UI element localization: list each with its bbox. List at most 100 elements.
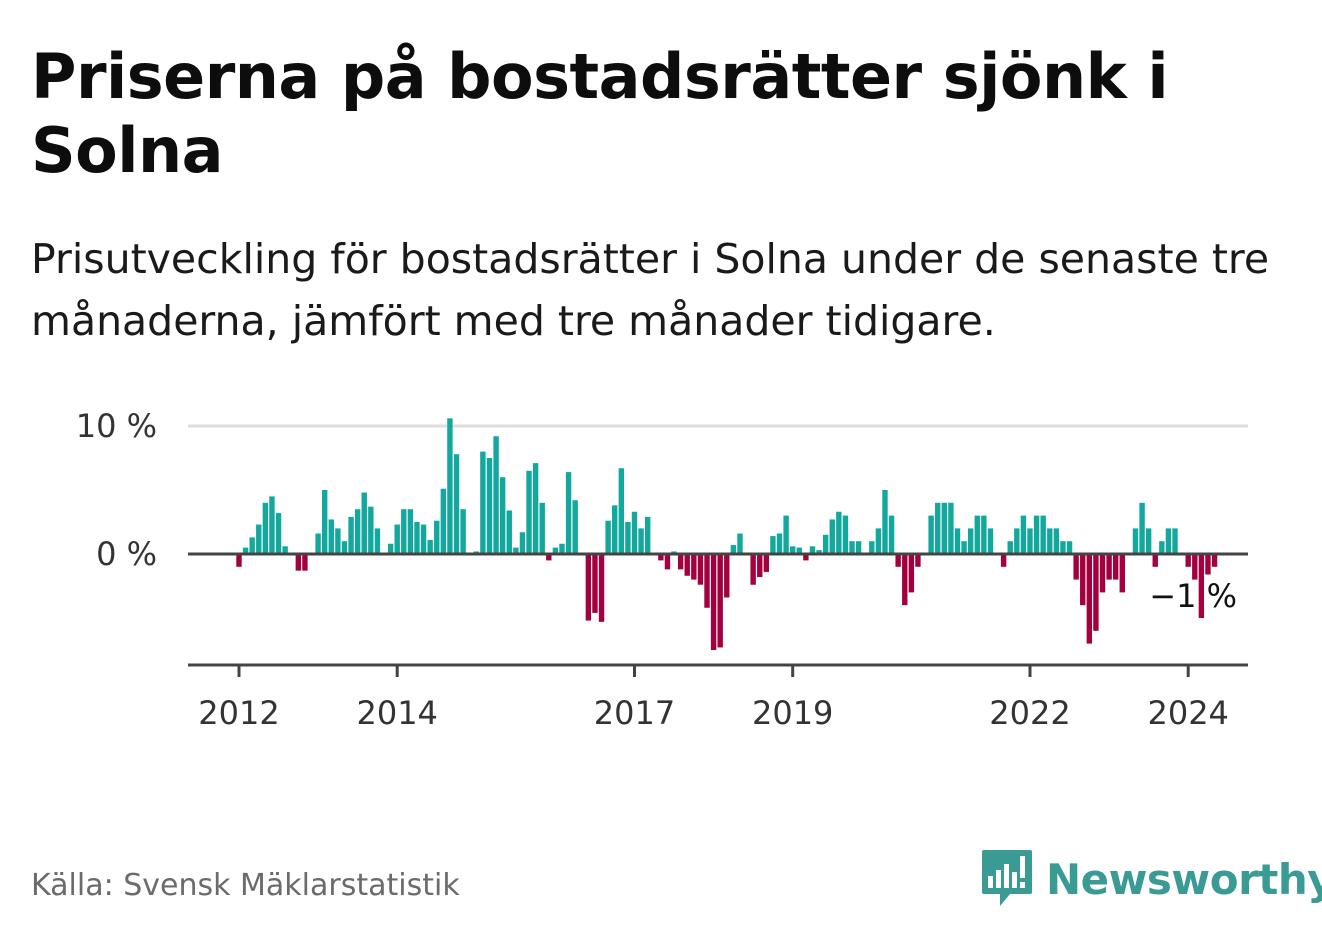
bar-positive — [1020, 515, 1027, 554]
bar-positive — [1165, 528, 1172, 554]
bar-positive — [420, 524, 427, 554]
bar-positive — [790, 546, 796, 554]
bar-positive — [269, 496, 275, 554]
bar-positive — [249, 537, 255, 554]
axes — [188, 552, 1248, 677]
bar-negative — [1093, 554, 1099, 631]
bar-positive — [1145, 528, 1152, 554]
bar-negative — [757, 554, 763, 578]
bar-positive — [1132, 528, 1139, 554]
bar-negative — [915, 554, 921, 567]
bar-positive — [256, 524, 262, 554]
bar-negative — [1119, 554, 1125, 593]
bar-positive — [519, 532, 526, 554]
bar-negative — [908, 554, 915, 593]
bar-positive — [486, 458, 493, 554]
bar-negative — [684, 554, 690, 576]
bar-positive — [928, 515, 934, 554]
bar-positive — [961, 541, 967, 554]
bar-negative — [1192, 554, 1198, 580]
bar-positive — [974, 515, 980, 554]
bar-positive — [1139, 502, 1145, 554]
bar-negative — [664, 554, 671, 570]
bar-positive — [618, 468, 625, 554]
bar-positive — [644, 516, 651, 554]
bar-negative — [1000, 554, 1007, 567]
bar-positive — [816, 550, 822, 554]
bar-positive — [776, 533, 783, 554]
bar-negative — [1211, 554, 1218, 567]
bar-positive — [572, 500, 578, 554]
bar-positive — [539, 502, 545, 554]
bar-positive — [1159, 541, 1165, 554]
bar-positive — [967, 528, 974, 554]
bar-positive — [1014, 528, 1020, 554]
bar-positive — [361, 492, 367, 554]
x-tick-label: 2017 — [594, 694, 675, 732]
bar-positive — [552, 547, 559, 554]
bar-positive — [1047, 528, 1053, 554]
bar-negative — [717, 554, 723, 648]
bar-positive — [842, 515, 849, 554]
page-subtitle: Prisutveckling för bostadsrätter i Solna… — [31, 235, 1270, 345]
bar-positive — [513, 547, 519, 554]
bar-positive — [427, 539, 433, 554]
bar-positive — [849, 541, 855, 554]
bar-positive — [341, 541, 348, 554]
bar-negative — [710, 554, 717, 650]
bar-positive — [394, 524, 400, 554]
bar-positive — [532, 463, 539, 554]
bar-negative — [1080, 554, 1086, 606]
bar-negative — [585, 554, 592, 621]
bar-positive — [453, 454, 460, 554]
bar-positive — [625, 522, 631, 554]
bar-negative — [1086, 554, 1093, 644]
bar-positive — [770, 536, 776, 554]
bar-positive — [440, 488, 447, 554]
bar-positive — [869, 541, 875, 554]
labels: 10 % 0 % 2012 2014 2017 2019 2022 2024 −1 % — [76, 407, 1240, 732]
bar-positive — [1172, 528, 1178, 554]
bar-positive — [354, 509, 361, 554]
page-title: Priserna på bostadsrätter sjönk i Solna — [31, 40, 1169, 187]
bar-negative — [895, 554, 901, 567]
bar-positive — [282, 546, 288, 554]
bar-negative — [724, 554, 730, 598]
bar-negative — [1112, 554, 1119, 580]
bar-positive — [493, 436, 499, 554]
bar-positive — [954, 528, 961, 554]
newsworthy-logo-icon — [982, 850, 1032, 906]
bar-positive — [882, 490, 888, 554]
bar-positive — [796, 547, 802, 554]
bar-positive — [335, 528, 341, 554]
brand-logo: Newsworthy — [980, 848, 1322, 910]
source-note: Källa: Svensk Mäklarstatistik — [31, 868, 460, 903]
bar-positive — [526, 470, 532, 554]
bar-positive — [1066, 541, 1073, 554]
bar-negative — [546, 554, 552, 561]
x-tick-label: 2019 — [752, 694, 833, 732]
bar-positive — [1033, 515, 1040, 554]
bar-positive — [321, 490, 328, 554]
bar-positive — [460, 509, 466, 554]
bar-positive — [315, 533, 321, 554]
bar-positive — [506, 510, 512, 554]
bar-negative — [1198, 554, 1205, 618]
bar-positive — [981, 515, 987, 554]
bar-negative — [592, 554, 598, 613]
y-tick-label: 10 % — [76, 407, 157, 445]
bar-negative — [677, 554, 684, 570]
bar-positive — [1060, 541, 1066, 554]
bar-positive — [480, 451, 486, 554]
bar-positive — [809, 546, 816, 554]
bars — [236, 418, 1218, 650]
bar-positive — [737, 533, 743, 554]
bar-positive — [888, 515, 895, 554]
bar-positive — [242, 547, 249, 554]
bar-positive — [1053, 528, 1060, 554]
bar-negative — [1099, 554, 1106, 593]
bar-positive — [262, 502, 269, 554]
bar-negative — [236, 554, 242, 567]
bar-negative — [704, 554, 710, 608]
